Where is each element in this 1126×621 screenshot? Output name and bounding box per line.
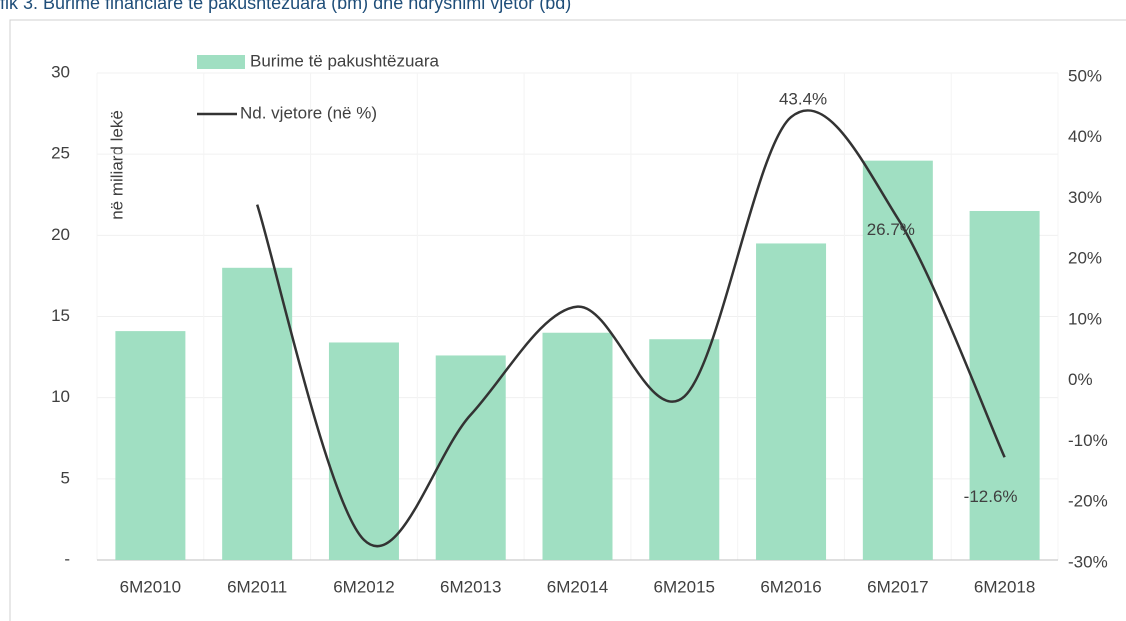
x-tick-label: 6M2018	[974, 577, 1035, 596]
legend-swatch	[197, 55, 245, 69]
y2-tick-label: -10%	[1068, 431, 1108, 450]
x-tick-label: 6M2013	[440, 577, 501, 596]
y2-tick-label: 0%	[1068, 370, 1093, 389]
x-tick-label: 6M2017	[867, 577, 928, 596]
legend-label: Burime të pakushtëzuara	[250, 51, 440, 70]
x-tick-label: 6M2010	[120, 577, 181, 596]
y2-tick-label: 10%	[1068, 309, 1102, 328]
x-tick-label: 6M2011	[227, 577, 287, 596]
y-tick-label: 20	[51, 225, 70, 244]
y-axis-label: në miliard lekë	[107, 110, 126, 220]
bar	[969, 210, 1040, 560]
line	[255, 109, 1006, 548]
y2-tick-label: -20%	[1068, 492, 1108, 511]
bar	[542, 332, 613, 560]
y-tick-label: 25	[51, 144, 70, 163]
legend-label: Nd. vjetore (në %)	[240, 103, 377, 122]
data-label: 43.4%	[779, 90, 827, 109]
data-label: -12.6%	[964, 487, 1018, 506]
y2-tick-label: 30%	[1068, 188, 1102, 207]
chart-frame	[9, 19, 1126, 621]
x-tick-label: 6M2012	[333, 577, 394, 596]
bar	[222, 267, 293, 560]
y2-tick-label: 50%	[1068, 66, 1102, 85]
x-tick-label: 6M2016	[760, 577, 821, 596]
y-tick-label: 30	[51, 62, 70, 81]
bar	[862, 160, 933, 560]
bar	[649, 339, 720, 560]
y-tick-label: 10	[51, 387, 70, 406]
y-tick-label: 5	[61, 468, 70, 487]
y2-tick-label: -30%	[1068, 552, 1108, 571]
chart-title: Grafik 3. Burime financiare të pakushtëz…	[0, 0, 571, 13]
bar	[756, 243, 827, 560]
bar	[328, 342, 399, 560]
y2-tick-label: 40%	[1068, 127, 1102, 146]
data-label: 26.7%	[867, 220, 915, 239]
y-tick-label: -	[64, 549, 70, 568]
x-tick-label: 6M2015	[654, 577, 715, 596]
y2-tick-label: 20%	[1068, 249, 1102, 268]
y-tick-label: 15	[51, 306, 70, 325]
bar	[115, 331, 186, 560]
bar	[435, 355, 506, 560]
x-tick-label: 6M2014	[547, 577, 608, 596]
